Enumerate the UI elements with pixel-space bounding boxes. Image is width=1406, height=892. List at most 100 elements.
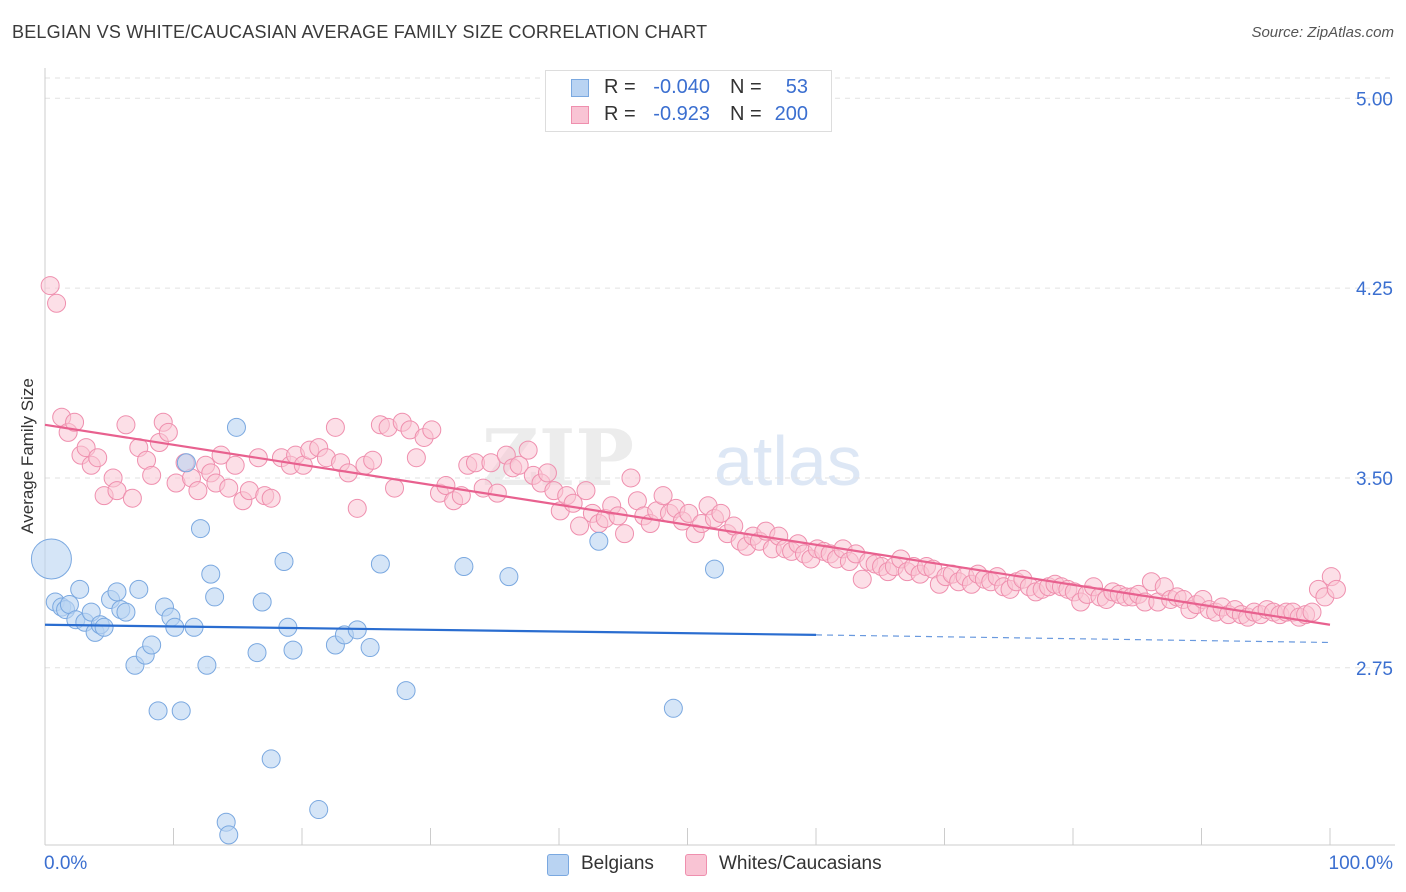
belgians-point [261, 749, 281, 769]
whites-point [615, 524, 635, 544]
whites-point [852, 569, 872, 589]
whites-point [363, 450, 383, 470]
whites-point [116, 415, 136, 435]
whites-point [40, 276, 60, 296]
legend-label-whites: Whites/Caucasians [719, 853, 882, 874]
belgians-point [274, 551, 294, 571]
whites-point [570, 516, 590, 536]
y-tick-label: 5.00 [1356, 89, 1393, 110]
r-value: -0.923 [653, 103, 710, 125]
belgians-point [129, 579, 149, 599]
belgians-point [370, 554, 390, 574]
stats-row-whites: R = -0.923 N = 200 [546, 101, 831, 127]
axes [44, 68, 1395, 846]
x-tick-labels: 0.0% 100.0% [44, 853, 1393, 874]
n-value: 200 [774, 103, 808, 125]
series-whites-caucasians [40, 276, 1346, 627]
n-value: 53 [785, 76, 808, 98]
whites-point [509, 455, 529, 475]
belgians-point [499, 567, 519, 587]
belgians-point [190, 519, 210, 539]
whites-point [1302, 602, 1322, 622]
r-label: R = [604, 103, 636, 125]
whites-point [158, 422, 178, 442]
series-belgians [30, 417, 724, 845]
whites-point [537, 463, 557, 483]
whites-point [1326, 579, 1346, 599]
whites-point [261, 488, 281, 508]
watermark-atlas: atlas [714, 422, 862, 500]
whites-point [88, 448, 108, 468]
belgians-trend-extension [815, 634, 1331, 644]
belgians-point [201, 564, 221, 584]
whites-trend-line [44, 423, 1331, 626]
belgians-point [205, 587, 225, 607]
y-tick-label: 4.25 [1356, 279, 1393, 300]
whites-point [47, 293, 67, 313]
grid [45, 77, 1395, 669]
belgians-point [704, 559, 724, 579]
whites-point [481, 453, 501, 473]
whites-point [219, 478, 239, 498]
whites-point [518, 440, 538, 460]
whites-point [711, 503, 731, 523]
belgians-point [589, 531, 609, 551]
legend-label-belgians: Belgians [581, 853, 654, 874]
whites-legend-swatch [685, 854, 707, 876]
whites-point [406, 448, 426, 468]
whites-point [576, 481, 596, 501]
whites-swatch [571, 106, 589, 124]
belgians-point [283, 640, 303, 660]
whites-point [65, 412, 85, 432]
belgians-point [176, 453, 196, 473]
whites-point [225, 455, 245, 475]
stats-legend: R = -0.040 N = 53 R = -0.923 N = 200 [545, 70, 832, 132]
stats-row-belgians: R = -0.040 N = 53 [546, 74, 831, 100]
whites-point [325, 417, 345, 437]
belgians-point [107, 582, 127, 602]
trend-lines [44, 423, 1331, 644]
n-label: N = [730, 103, 762, 125]
belgians-point [396, 681, 416, 701]
whites-point [347, 498, 367, 518]
y-tick-label: 3.50 [1356, 469, 1393, 490]
belgians-point [70, 579, 90, 599]
belgians-point [171, 701, 191, 721]
belgians-point [309, 800, 329, 820]
belgians-point [197, 655, 217, 675]
belgians-point [94, 617, 114, 637]
whites-point [621, 468, 641, 488]
whites-point [142, 465, 162, 485]
whites-point [122, 488, 142, 508]
series-legend: Belgians Whites/Caucasians [0, 852, 1406, 878]
belgians-point [219, 825, 239, 845]
whites-point [107, 481, 127, 501]
belgians-trend-line [44, 623, 817, 636]
x-tick-label: 100.0% [1329, 853, 1394, 874]
belgians-legend-swatch [547, 854, 569, 876]
belgians-point [663, 698, 683, 718]
belgians-point [252, 592, 272, 612]
belgians-point [116, 602, 136, 622]
belgians-swatch [571, 79, 589, 97]
source-label: Source: ZipAtlas.com [1251, 24, 1394, 41]
y-tick-label: 2.75 [1356, 659, 1393, 680]
whites-point [653, 486, 673, 506]
belgians-point [142, 635, 162, 655]
x-tick-label: 0.0% [44, 853, 87, 874]
belgians-point [247, 643, 267, 663]
belgians-point [148, 701, 168, 721]
whites-point [422, 420, 442, 440]
n-label: N = [730, 76, 762, 98]
belgians-point [226, 417, 246, 437]
r-value: -0.040 [653, 76, 710, 98]
belgians-point [360, 638, 380, 658]
whites-point [385, 478, 405, 498]
whites-point [679, 503, 699, 523]
whites-point [188, 481, 208, 501]
belgians-point [454, 557, 474, 577]
belgians-point [30, 538, 72, 580]
chart-title: BELGIAN VS WHITE/CAUCASIAN AVERAGE FAMIL… [12, 22, 708, 42]
y-tick-labels: 2.75 3.50 4.25 5.00 [1356, 89, 1393, 680]
